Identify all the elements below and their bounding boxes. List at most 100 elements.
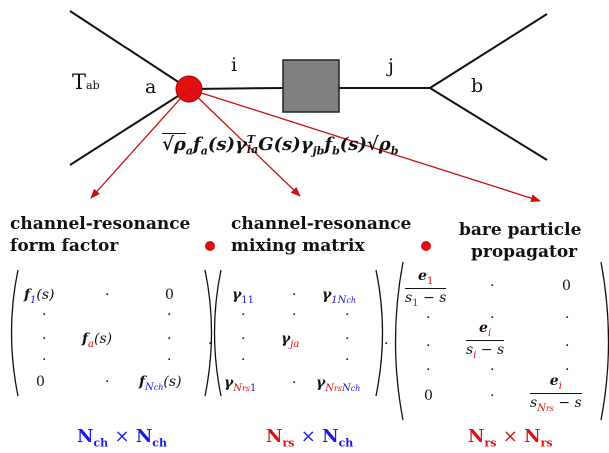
mm-1n-subsub: ch (346, 295, 357, 305)
t-ab-label: Tab (72, 70, 100, 94)
formula-gamma: (s)γ (207, 134, 247, 155)
heading-mm-line1: channel-resonance (231, 214, 412, 234)
dim-mixing-matrix: Nrs × Nch (266, 426, 353, 450)
mm-dot-r2c3: · (345, 307, 350, 323)
dim-ff-right-sub: ch (152, 436, 167, 450)
label-a: a (145, 76, 157, 98)
heading-mm-line2: mixing matrix (231, 236, 365, 256)
bp-11-s-sub: 1 (412, 297, 419, 309)
bp-dot-r4c2: · (490, 362, 495, 378)
bp-ii-e-sub: i (487, 327, 492, 339)
mm-dot-r4c3: · (345, 352, 350, 368)
mm-11-sub: 11 (241, 294, 254, 306)
arrow-to-propagator (188, 88, 541, 203)
bp-entry-11: e1 s1 − s (405, 268, 447, 309)
mm-dot-r2c2: · (292, 307, 297, 323)
mm-ja-gamma: γ (281, 331, 291, 347)
label-b: b (471, 75, 484, 97)
formula-sub-b: b (332, 144, 340, 158)
mm-nr1-subsub: rs (242, 383, 250, 393)
mm-entry-11: γ11 (232, 287, 254, 306)
mm-entry-ja: γja (281, 331, 299, 350)
dim-propagator: Nrs × Nrs (468, 426, 553, 450)
ff-dot-r3c1: · (42, 331, 47, 347)
bp-ii-minus-s: − s (476, 341, 505, 358)
line-i (188, 87, 284, 90)
ff-dot-r2c3: · (167, 307, 172, 323)
mm-nrn-mid: N (341, 382, 351, 394)
ff-entry-f1: f1(s) (24, 287, 55, 306)
dim-ff-times: × (114, 426, 130, 447)
bp-left-paren (394, 261, 404, 421)
bp-ii-s: s (466, 341, 474, 358)
bp-entry-nn: ei sNrs − s (530, 373, 582, 414)
dim-mm-left: N (266, 426, 283, 447)
dim-ff-right: N (135, 426, 153, 447)
dim-mm-right: N (322, 426, 339, 447)
mm-nrn-sub: N (325, 382, 334, 394)
bp-dot-r2c2: · (490, 310, 495, 326)
formula-sub-jb: jb (312, 144, 325, 158)
ff-f1-arg: (s) (36, 287, 55, 303)
bp-dot-r4c3: · (565, 362, 570, 378)
ff-fa-symbol: f (82, 331, 89, 347)
separator-dot-1 (205, 241, 215, 251)
dim-bp-right-sub: rs (540, 436, 553, 450)
bp-ii-s-sub: i (473, 349, 477, 361)
ff-dot-r5c2: · (105, 374, 110, 390)
dim-ff-left: N (77, 426, 94, 447)
incoming-leg-upper (69, 10, 190, 90)
mm-dot-r1c2: · (292, 287, 297, 303)
separator-dot-2 (421, 241, 431, 251)
ff-f1-sub: 1 (30, 294, 37, 306)
ff-dot-r3c3: · (167, 331, 172, 347)
bp-entry-ii: ei si − s (466, 320, 505, 361)
bp-dot-r5c2: · (490, 388, 495, 404)
formula-sup-t: T (246, 133, 256, 146)
mm-nrn-subsub: rs (334, 383, 342, 393)
dim-bp-left: N (468, 426, 485, 447)
dim-bp-right: N (524, 426, 541, 447)
formula-sub-b2: b (390, 144, 399, 158)
bp-11-e-sub: 1 (426, 275, 434, 287)
mm-1n-gamma: γ (322, 287, 332, 303)
mm-nr1-gamma: γ (224, 375, 234, 391)
bp-right-paren (600, 261, 609, 421)
bp-nn-minus-s: − s (553, 394, 582, 411)
heading-ff-line2: form factor (10, 236, 119, 256)
bp-zero-r1c3: 0 (562, 278, 571, 294)
ff-dot-r1c2: · (105, 287, 110, 303)
ff-fa-sub: a (88, 338, 94, 350)
formula-f-sub-a: a (200, 144, 208, 158)
mm-dot-r2c1: · (241, 307, 246, 323)
mm-right-paren (375, 269, 384, 397)
bp-dot-r1c2: · (490, 278, 495, 294)
ff-dot-r4c3: · (167, 352, 172, 368)
mm-ja-sub: ja (290, 338, 300, 350)
ff-fa-arg: (s) (94, 331, 113, 347)
dim-mm-left-sub: rs (282, 436, 295, 450)
dim-ff-left-sub: ch (93, 436, 109, 450)
heading-mixing-matrix: channel-resonance mixing matrix (231, 213, 411, 257)
mm-entry-nr1: γNrs1 (224, 375, 256, 394)
ff-fn-sub: N (145, 381, 154, 393)
formula-sqrt-rho-a: √ρ (162, 134, 186, 155)
bp-ii-e: e (479, 320, 488, 336)
mm-dot-r5c2: · (292, 375, 297, 391)
formula-sqrt-rho-b: (s)√ρ (339, 134, 391, 155)
heading-bp-line2: propagator (471, 242, 578, 262)
mm-nrn-subsub2: ch (350, 383, 361, 393)
mm-11-gamma: γ (232, 287, 242, 303)
incoming-leg-lower (69, 88, 190, 166)
t-label: T (72, 70, 87, 94)
dim-bp-left-sub: rs (484, 436, 497, 450)
ff-fn-subsub: ch (153, 382, 164, 392)
formula-g-gamma: G(s)γ (258, 134, 313, 155)
mm-dot-r4c1: · (241, 352, 246, 368)
bp-nn-e-sub: i (558, 380, 562, 392)
formula-sub-a: a (185, 144, 193, 158)
heading-ff-line1: channel-resonance (10, 214, 191, 234)
arrow-to-form-factor (90, 88, 190, 199)
bp-nn-s-subsub: rs (545, 403, 554, 413)
